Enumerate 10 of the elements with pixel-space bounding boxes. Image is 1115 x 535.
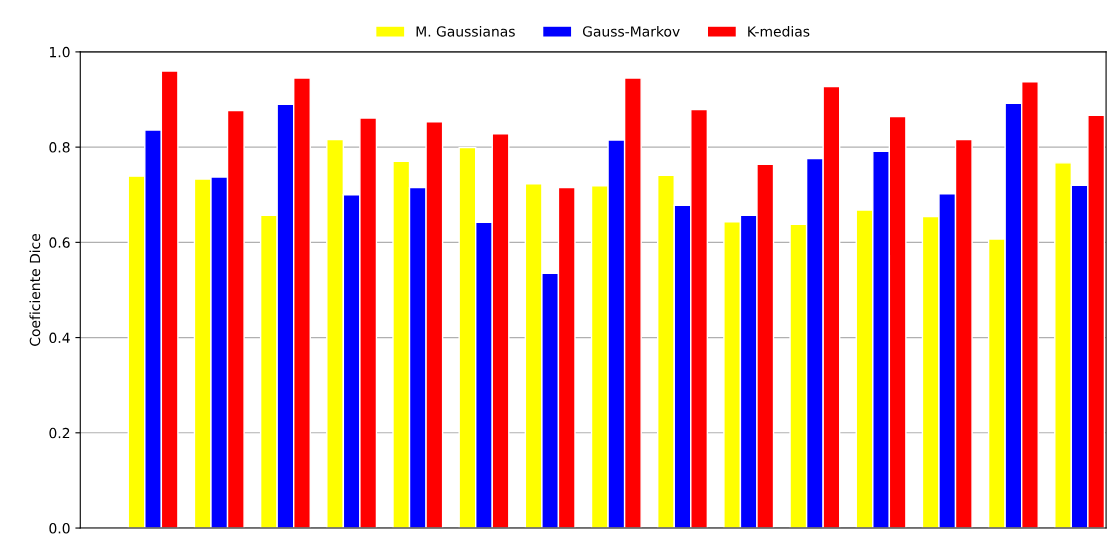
y-tick-label: 0.0 [49,523,70,534]
y-axis-title: Coeficiente Dice [29,233,41,346]
y-tick-label: 1.0 [50,46,70,58]
y-tick-label: 0.4 [49,332,70,344]
legend-label: M. Gaussianas [416,25,515,37]
legend-label: K-medias [748,25,810,37]
y-tick-label: 0.6 [49,237,70,248]
y-tick-label: 0.2 [49,427,70,439]
y-tick-label: 0.8 [49,142,70,153]
legend-label: Gauss-Markov [582,25,680,37]
